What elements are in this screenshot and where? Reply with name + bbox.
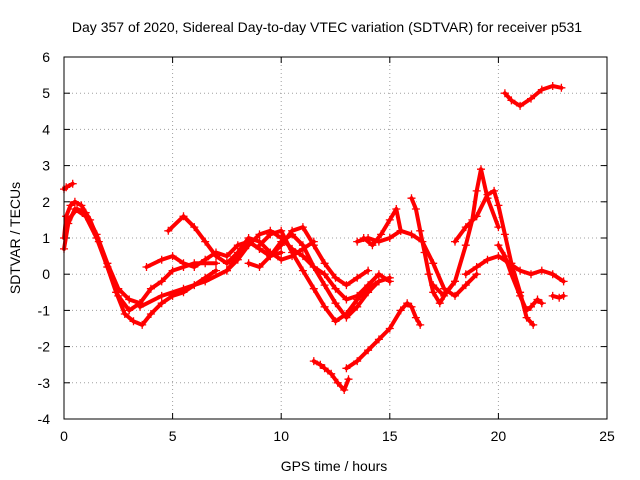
series-track-16 xyxy=(407,194,459,308)
series-track-13 xyxy=(342,299,425,373)
y-tick-label: -2 xyxy=(38,339,51,355)
y-tick-label: 5 xyxy=(42,85,50,101)
plus-markers xyxy=(494,241,546,315)
grid-lines xyxy=(64,57,607,419)
x-tick-label: 10 xyxy=(273,428,289,444)
plus-markers xyxy=(359,205,405,250)
y-tick-label: 1 xyxy=(42,230,50,246)
y-tick-label: 6 xyxy=(42,49,50,65)
series-track-15 xyxy=(359,205,405,250)
x-tick-label: 5 xyxy=(169,428,177,444)
y-tick-label: 0 xyxy=(42,266,50,282)
series-track-8 xyxy=(222,223,373,290)
series-track-19 xyxy=(461,252,568,286)
series-track-2 xyxy=(60,205,220,315)
y-axis-title: SDTVAR / TECUs xyxy=(7,182,23,294)
plus-markers xyxy=(222,223,373,290)
y-tick-label: 3 xyxy=(42,158,50,174)
y-tick-label: 2 xyxy=(42,194,50,210)
series-track-20 xyxy=(494,241,546,315)
plus-markers xyxy=(342,299,425,373)
y-tick-label: -1 xyxy=(38,302,51,318)
series-line xyxy=(344,301,423,371)
x-tick-label: 15 xyxy=(382,428,398,444)
series-line xyxy=(66,207,142,306)
axis-ticks xyxy=(63,56,608,420)
series-track-4 xyxy=(64,205,144,308)
x-axis-title: GPS time / hours xyxy=(281,458,388,474)
series-line xyxy=(224,225,371,288)
y-tick-label: -3 xyxy=(38,375,51,391)
series-line xyxy=(463,254,566,284)
plus-markers xyxy=(60,205,220,315)
plus-markers xyxy=(548,291,568,302)
plus-markers xyxy=(500,82,566,110)
series-track-3 xyxy=(60,179,77,194)
x-tick-label: 0 xyxy=(60,428,68,444)
series-line xyxy=(361,207,403,248)
series-line xyxy=(246,232,392,320)
y-tick-label: 4 xyxy=(42,121,50,137)
plus-markers xyxy=(309,357,353,394)
series-track-22 xyxy=(548,291,568,302)
series-line xyxy=(496,243,544,313)
series-line xyxy=(62,181,75,192)
x-tick-label: 20 xyxy=(491,428,507,444)
y-tick-label: -4 xyxy=(38,411,51,427)
series-track-21 xyxy=(500,82,566,110)
data-layer xyxy=(60,82,568,394)
x-tick-label: 25 xyxy=(599,428,615,444)
chart-title: Day 357 of 2020, Sidereal Day-to-day VTE… xyxy=(72,19,582,35)
plus-markers xyxy=(277,234,394,304)
tick-labels: 0 5 10 15 20 25 -4 -3 -2 -1 0 1 2 3 4 5 6 xyxy=(38,49,615,444)
series-track-11 xyxy=(277,234,394,304)
plot-frame xyxy=(63,56,608,420)
series-track-12 xyxy=(309,357,353,394)
